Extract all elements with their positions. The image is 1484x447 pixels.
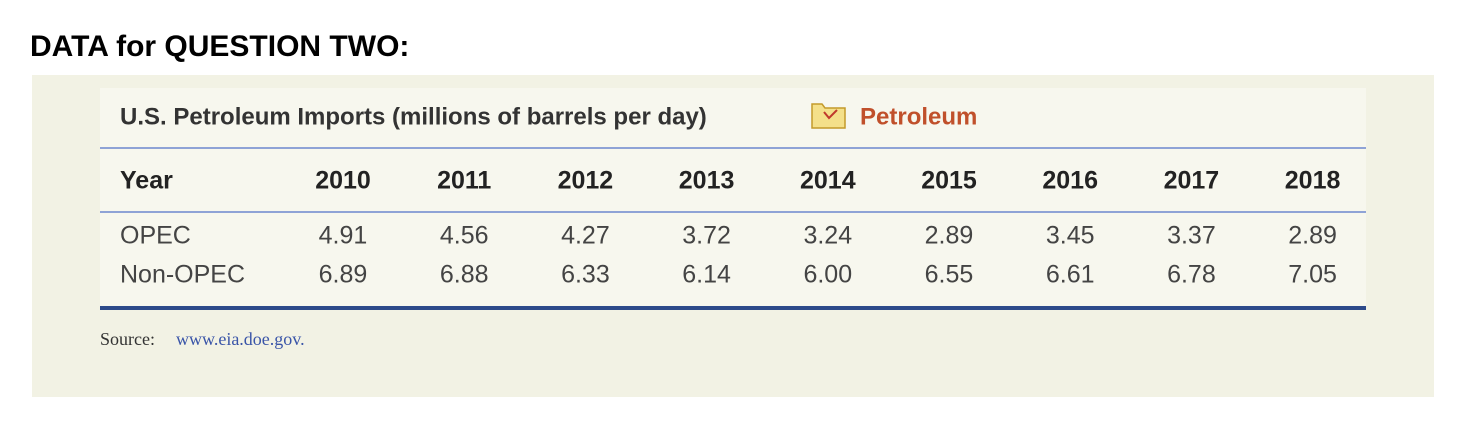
cell: 4.91 <box>319 222 368 250</box>
column-header: 2011 <box>437 167 491 195</box>
source-url: www.eia.doe.gov. <box>176 329 305 349</box>
row-label: OPEC <box>120 222 191 250</box>
cell: 3.37 <box>1167 222 1216 250</box>
cell: 2.89 <box>925 222 974 250</box>
column-header: Year <box>120 167 173 195</box>
cell: 4.56 <box>440 222 489 250</box>
column-header: 2016 <box>1042 167 1098 195</box>
cell: 6.78 <box>1167 261 1216 289</box>
cell: 3.45 <box>1046 222 1095 250</box>
source-label: Source: <box>100 329 155 349</box>
cell: 6.55 <box>925 261 974 289</box>
folder-icon <box>811 103 846 129</box>
cell: 3.24 <box>803 222 852 250</box>
table-tag: Petroleum <box>860 103 977 130</box>
page-heading: DATA for QUESTION TWO: <box>30 30 409 63</box>
cell: 6.33 <box>561 261 610 289</box>
column-header: 2015 <box>921 167 977 195</box>
cell: 3.72 <box>682 222 731 250</box>
cell: 6.89 <box>319 261 368 289</box>
cell: 2.89 <box>1288 222 1337 250</box>
column-header: 2014 <box>800 167 856 195</box>
column-header: 2018 <box>1285 167 1341 195</box>
cell: 4.27 <box>561 222 610 250</box>
column-header: 2010 <box>315 167 371 195</box>
column-header: 2017 <box>1164 167 1220 195</box>
table-panel <box>100 88 1366 310</box>
cell: 7.05 <box>1288 261 1337 289</box>
column-header: 2012 <box>558 167 614 195</box>
row-label: Non-OPEC <box>120 261 245 289</box>
cell: 6.14 <box>682 261 731 289</box>
cell: 6.88 <box>440 261 489 289</box>
table-title: U.S. Petroleum Imports (millions of barr… <box>120 103 707 130</box>
cell: 6.00 <box>803 261 852 289</box>
column-header: 2013 <box>679 167 735 195</box>
cell: 6.61 <box>1046 261 1095 289</box>
